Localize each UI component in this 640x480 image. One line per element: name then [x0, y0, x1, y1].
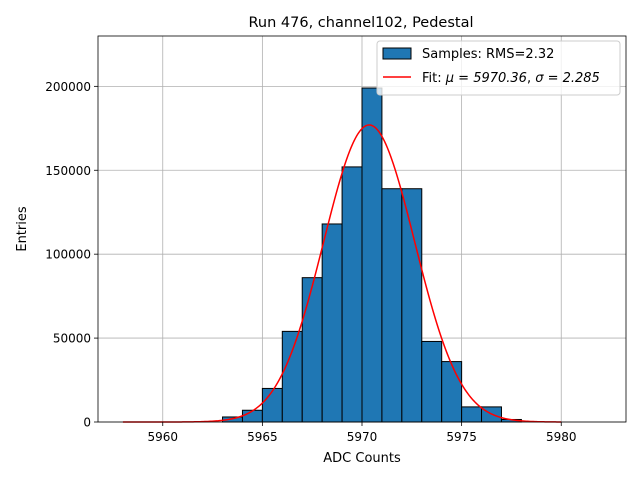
chart-title: Run 476, channel102, Pedestal: [248, 15, 473, 31]
legend: Samples: RMS=2.32 Fit: μ = 5970.36, σ = …: [376, 40, 621, 96]
legend-label-fit: Fit: μ = 5970.36, σ = 2.285: [422, 71, 600, 86]
legend-fit-mu: μ = 5970.36: [445, 71, 527, 86]
y-tick-label: 200000: [45, 80, 91, 94]
x-tick-label: 5965: [247, 430, 278, 444]
y-tick-label: 150000: [45, 164, 91, 178]
histogram-bars: [222, 87, 522, 423]
histogram-bar: [361, 87, 383, 423]
legend-box: [376, 40, 621, 96]
y-tick-label: 0: [83, 416, 91, 430]
histogram-bar: [401, 188, 423, 423]
x-tick-label: 5975: [446, 430, 477, 444]
y-axis-ticks: 0 50000 100000 150000 200000: [45, 80, 98, 430]
y-tick-label: 100000: [45, 248, 91, 262]
x-axis-ticks: 5960 5965 5970 5975 5980: [147, 422, 577, 444]
legend-label-samples: Samples: RMS=2.32: [422, 47, 554, 62]
histogram-bar: [301, 277, 323, 423]
histogram-bar: [261, 387, 283, 423]
histogram-bar: [381, 188, 403, 423]
histogram-bar: [441, 361, 463, 423]
x-tick-label: 5970: [347, 430, 378, 444]
legend-fit-separator: ,: [527, 71, 535, 86]
x-tick-label: 5980: [546, 430, 577, 444]
x-tick-label: 5960: [147, 430, 178, 444]
legend-fit-sigma: σ = 2.285: [535, 71, 600, 86]
legend-fit-prefix: Fit:: [422, 71, 446, 86]
y-axis-label: Entries: [15, 206, 30, 252]
histogram-bar: [341, 166, 363, 423]
legend-swatch-samples: [382, 47, 412, 60]
histogram-bar: [461, 406, 483, 423]
x-axis-label: ADC Counts: [323, 451, 401, 466]
histogram-bar: [321, 223, 343, 423]
histogram-bar: [241, 409, 263, 423]
histogram-bar: [421, 340, 443, 423]
histogram-bar: [281, 330, 303, 423]
y-tick-label: 50000: [53, 332, 91, 346]
